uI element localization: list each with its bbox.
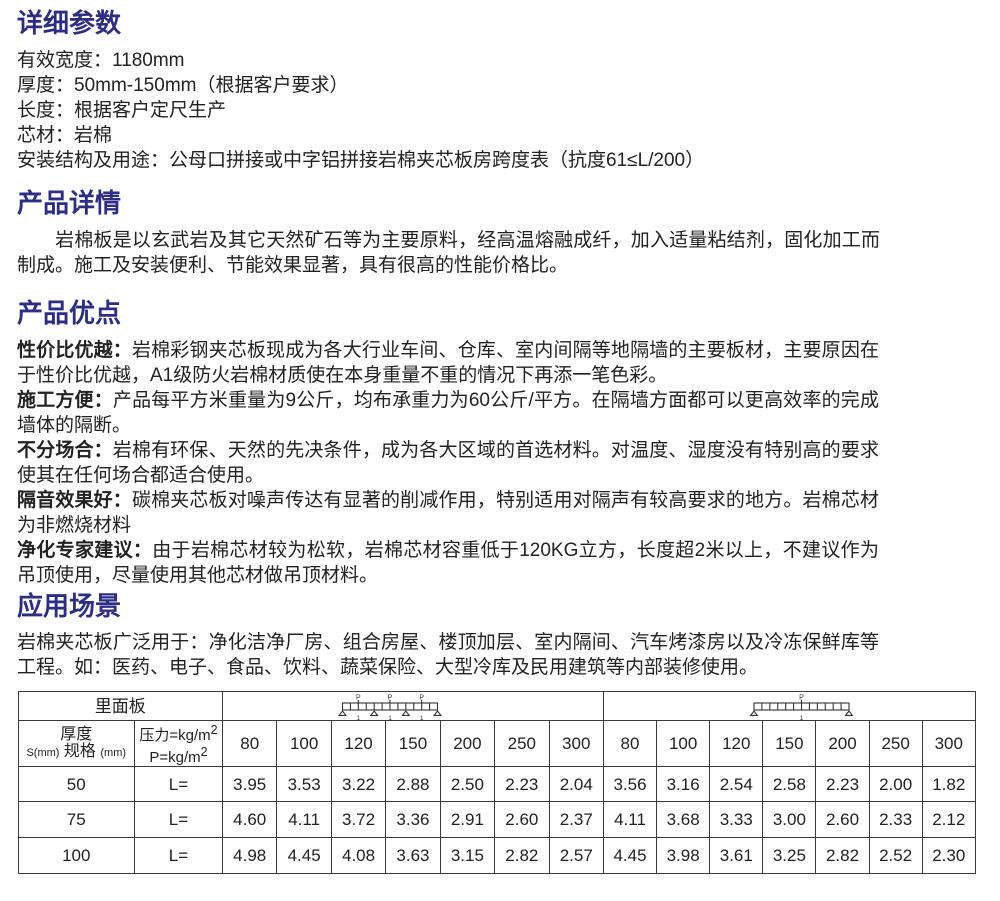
svg-text:1: 1: [357, 715, 361, 720]
svg-text:1: 1: [420, 715, 424, 720]
svg-text:P: P: [356, 695, 361, 702]
svg-text:1: 1: [388, 715, 392, 720]
svg-text:P: P: [799, 695, 804, 702]
svg-text:1: 1: [800, 715, 804, 720]
svg-text:P: P: [420, 695, 425, 702]
svg-text:P: P: [388, 695, 393, 702]
